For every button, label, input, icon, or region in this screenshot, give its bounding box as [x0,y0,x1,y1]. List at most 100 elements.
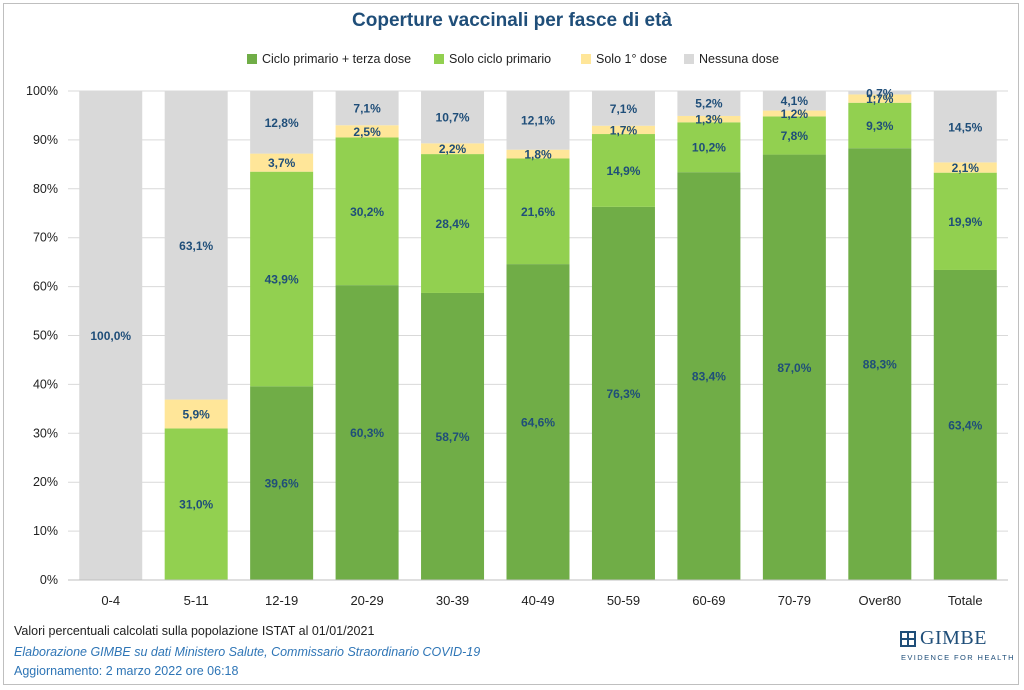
x-tick-label: Over80 [858,593,901,608]
bar-segment [591,206,655,580]
bar-segment [591,91,655,126]
legend-label: Solo 1° dose [596,52,668,66]
data-label: 1,7% [610,123,638,137]
y-tick-label: 30% [33,426,58,440]
legend-item: Nessuna dose [684,51,779,67]
legend-label: Ciclo primario + terza dose [262,52,412,66]
data-label: 5,9% [183,407,211,421]
data-label: 87,0% [777,361,811,375]
bar-segment [762,91,826,111]
y-tick-label: 60% [33,280,58,294]
data-label: 14,9% [606,164,640,178]
legend-label: Nessuna dose [699,52,779,66]
data-label: 14,5% [948,120,982,134]
bar-segment [506,158,570,265]
bar-segment [250,171,314,387]
bar-segment [250,153,314,172]
bar-segment [762,154,826,580]
bar-segment [164,91,228,400]
bar-segment [164,428,228,580]
data-label: 31,0% [179,498,213,512]
bar-segment [506,264,570,580]
x-tick-label: 40-49 [521,593,554,608]
data-label: 30,2% [350,205,384,219]
x-tick-label: 12-19 [265,593,298,608]
bar-segment [79,91,143,580]
bar-segment [677,115,741,123]
legend-swatch [434,54,444,64]
data-label: 7,1% [610,102,638,116]
bar-segment [591,134,655,207]
bar-segment [933,91,997,163]
data-label: 1,8% [524,148,552,162]
data-label: 28,4% [436,217,470,231]
legend-swatch [684,54,694,64]
y-tick-label: 20% [33,475,58,489]
bar-segment [164,399,228,429]
data-label: 43,9% [265,273,299,287]
y-tick-label: 80% [33,182,58,196]
chart-title: Coperture vaccinali per fasce di età [352,10,672,31]
bar-segment [421,154,485,293]
bar-segment [250,91,314,154]
y-tick-label: 10% [33,524,58,538]
legend-swatch [247,54,257,64]
update-note: Aggiornamento: 2 marzo 2022 ore 06:18 [14,664,239,678]
y-tick-label: 50% [33,329,58,343]
bar-segment [933,162,997,173]
x-tick-label: 20-29 [350,593,383,608]
data-label: 3,7% [268,156,296,170]
data-label: 19,9% [948,215,982,229]
data-label: 7,1% [353,101,381,115]
population-note: Valori percentuali calcolati sulla popol… [14,624,375,638]
data-label: 100,0% [90,329,131,343]
data-label: 1,3% [695,113,723,127]
data-label: 4,1% [781,94,809,108]
chart-legend: Ciclo primario + terza dose Solo ciclo pr… [0,51,1024,67]
data-label: 12,8% [265,116,299,130]
x-tick-label: 30-39 [436,593,469,608]
bar-segment [335,91,399,126]
data-label: 1,2% [781,107,809,121]
data-label: 5,2% [695,97,723,111]
data-label: 64,6% [521,416,555,430]
bar-segment [848,148,912,580]
data-label: 1,7% [866,92,894,106]
data-label: 0,7% [866,86,894,100]
legend-item: Solo 1° dose [581,51,667,67]
y-tick-label: 70% [33,231,58,245]
data-label: 2,2% [439,142,467,156]
data-label: 12,1% [521,114,555,128]
bar-segment [762,116,826,155]
logo-name: GIMBE [920,627,987,649]
bar-segment [335,137,399,286]
data-label: 63,1% [179,239,213,253]
bar-segment [506,149,570,159]
legend-label: Solo ciclo primario [449,52,552,66]
data-label: 2,1% [952,161,980,175]
x-tick-label: 5-11 [184,593,209,608]
x-tick-label: 0-4 [101,593,120,608]
bar-segment [677,172,741,580]
bar-segment [421,292,485,580]
y-tick-label: 0% [40,573,58,587]
bar-segment [933,269,997,580]
data-label: 58,7% [436,430,470,444]
data-label: 39,6% [265,477,299,491]
bar-segment [591,125,655,135]
source-note: Elaborazione GIMBE su dati Ministero Sal… [14,645,481,659]
legend-item: Solo ciclo primario [434,51,551,67]
bar-segment [933,172,997,270]
legend-item: Ciclo primario + terza dose [247,51,411,67]
y-tick-label: 90% [33,133,58,147]
data-label: 76,3% [606,387,640,401]
data-label: 9,3% [866,119,894,133]
data-label: 88,3% [863,358,897,372]
bar-segment [677,122,741,173]
gimbe-logo: GIMBE EVIDENCE FOR HEALTH [900,627,1014,668]
x-tick-label: 60-69 [692,593,725,608]
legend-swatch [581,54,591,64]
bar-segment [848,94,912,103]
bar-segment [421,91,485,144]
